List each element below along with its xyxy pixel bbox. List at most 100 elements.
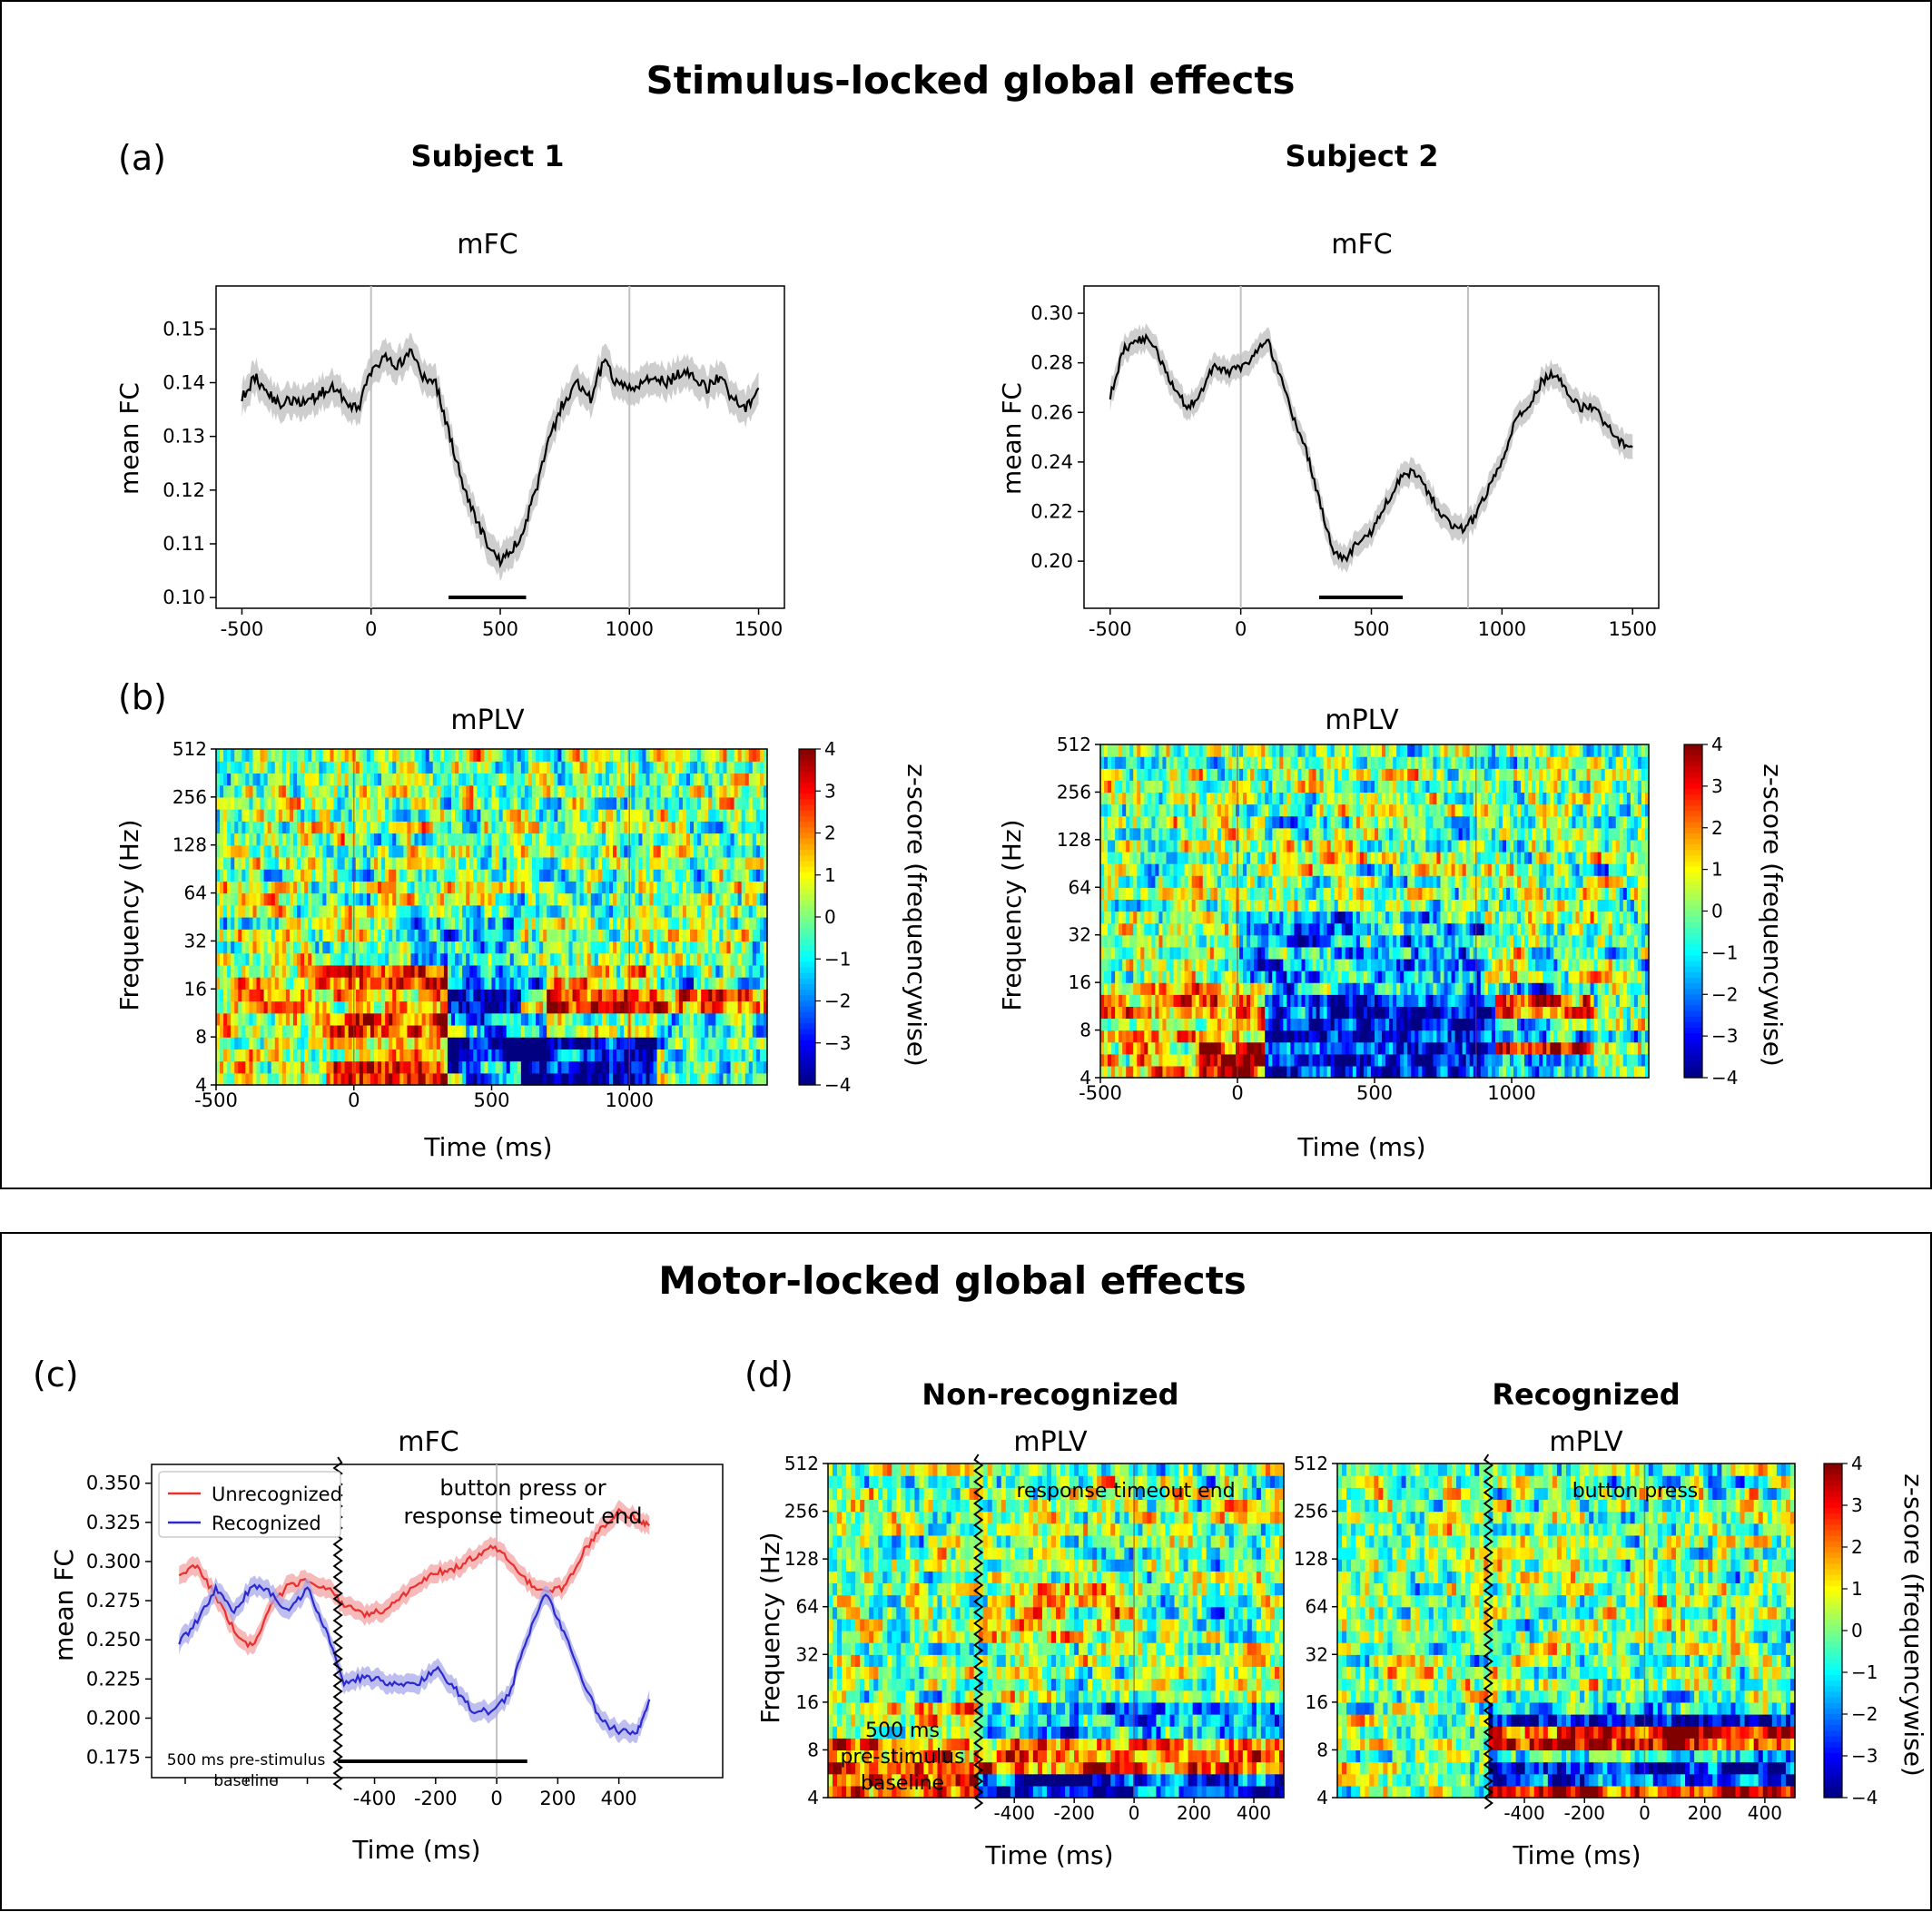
- heatmap-cell: [389, 845, 393, 858]
- heatmap-cell: [444, 941, 448, 953]
- heatmap-cell: [433, 1013, 438, 1026]
- heatmap-cell: [341, 965, 346, 978]
- heatmap-cell: [349, 833, 353, 846]
- heatmap-cell: [760, 869, 764, 882]
- heatmap-cell: [448, 1049, 452, 1061]
- heatmap-cell: [488, 1049, 492, 1061]
- heatmap-cell: [231, 1013, 235, 1026]
- heatmap-cell: [1594, 1042, 1599, 1055]
- heatmap-cell: [426, 869, 430, 882]
- heatmap-cell: [338, 1037, 342, 1050]
- heatmap-cell: [565, 989, 569, 1001]
- heatmap-cell: [1532, 1066, 1536, 1079]
- heatmap-cell: [492, 857, 497, 870]
- heatmap-cell: [606, 821, 610, 833]
- heatmap-cell: [613, 1025, 617, 1038]
- heatmap-cell: [547, 941, 551, 953]
- heatmap-cell: [374, 1061, 379, 1074]
- heatmap-cell: [536, 1001, 540, 1014]
- heatmap-cell: [701, 1037, 705, 1050]
- heatmap-cell: [234, 797, 239, 810]
- heatmap-cell: [598, 809, 603, 822]
- heatmap-cell: [315, 1013, 320, 1026]
- heatmap-cell: [311, 1061, 316, 1074]
- heatmap-cell: [252, 1037, 257, 1050]
- heatmap-cell: [528, 941, 533, 953]
- heatmap-cell: [286, 977, 291, 990]
- heatmap-cell: [1598, 1054, 1602, 1067]
- heatmap-cell: [319, 1013, 323, 1026]
- heatmap-cell: [1553, 1042, 1558, 1055]
- heatmap-cell: [580, 989, 585, 1001]
- heatmap-cell: [1217, 1054, 1222, 1067]
- heatmap-cell: [675, 1025, 680, 1038]
- heatmap-cell: [646, 1037, 650, 1050]
- colorbar-stripe: [799, 867, 815, 873]
- heatmap-cell: [690, 965, 695, 978]
- heatmap-cell: [668, 1037, 673, 1050]
- heatmap-cell: [279, 761, 283, 774]
- heatmap-cell: [488, 1037, 492, 1050]
- heatmap-cell: [308, 953, 312, 966]
- heatmap-cell: [1137, 1066, 1141, 1079]
- heatmap-cell: [657, 761, 662, 774]
- heatmap-cell: [488, 1001, 492, 1014]
- heatmap-cell: [638, 917, 643, 930]
- heatmap-cell: [293, 905, 298, 918]
- heatmap-cell: [650, 893, 655, 906]
- heatmap-cell: [345, 1061, 350, 1074]
- heatmap-cell: [268, 773, 272, 785]
- heatmap-cell: [521, 845, 526, 858]
- heatmap-cell: [429, 845, 434, 858]
- heatmap-cell: [587, 965, 592, 978]
- colorbar-stripe: [799, 940, 815, 946]
- heatmap-cell: [675, 773, 680, 785]
- heatmap-cell: [760, 797, 764, 810]
- heatmap-cell: [756, 809, 761, 822]
- heatmap-cell: [1425, 1030, 1430, 1043]
- heatmap-cell: [602, 1025, 606, 1038]
- heatmap-cell: [742, 929, 746, 941]
- heatmap-cell: [650, 845, 655, 858]
- heatmap-cell: [715, 941, 720, 953]
- heatmap-cell: [598, 1013, 603, 1026]
- heatmap-cell: [756, 929, 761, 941]
- heatmap-cell: [301, 953, 305, 966]
- heatmap-cell: [422, 833, 427, 846]
- heatmap-cell: [598, 989, 603, 1001]
- heatmap-cell: [561, 845, 566, 858]
- heatmap-cell: [1605, 1066, 1610, 1079]
- heatmap-cell: [279, 893, 283, 906]
- colorbar-stripe: [799, 1074, 815, 1080]
- heatmap-cell: [694, 881, 698, 893]
- heatmap-cell: [1382, 1054, 1386, 1067]
- heatmap-cell: [407, 869, 411, 882]
- heatmap-cell: [407, 1037, 411, 1050]
- heatmap-cell: [591, 797, 596, 810]
- heatmap-cell: [496, 845, 500, 858]
- heatmap-cell: [679, 977, 684, 990]
- heatmap-cell: [554, 797, 558, 810]
- heatmap-cell: [268, 821, 272, 833]
- heatmap-cell: [444, 977, 448, 990]
- heatmap-cell: [392, 821, 397, 833]
- heatmap-cell: [606, 893, 610, 906]
- heatmap-cell: [437, 929, 441, 941]
- heatmap-cell: [234, 917, 239, 930]
- heatmap-cell: [356, 749, 360, 762]
- heatmap-cell: [749, 869, 754, 882]
- heatmap-cell: [227, 857, 232, 870]
- heatmap-cell: [399, 1037, 404, 1050]
- heatmap-cell: [705, 761, 709, 774]
- heatmap-cell: [440, 941, 445, 953]
- heatmap-cell: [429, 881, 434, 893]
- heatmap-cell: [403, 773, 408, 785]
- heatmap-cell: [573, 833, 577, 846]
- heatmap-cell: [231, 929, 235, 941]
- heatmap-cell: [1257, 1066, 1262, 1079]
- heatmap-cell: [297, 1073, 301, 1086]
- heatmap-cell: [422, 1049, 427, 1061]
- heatmap-cell: [410, 833, 415, 846]
- heatmap-cell: [568, 1037, 573, 1050]
- heatmap-cell: [492, 821, 497, 833]
